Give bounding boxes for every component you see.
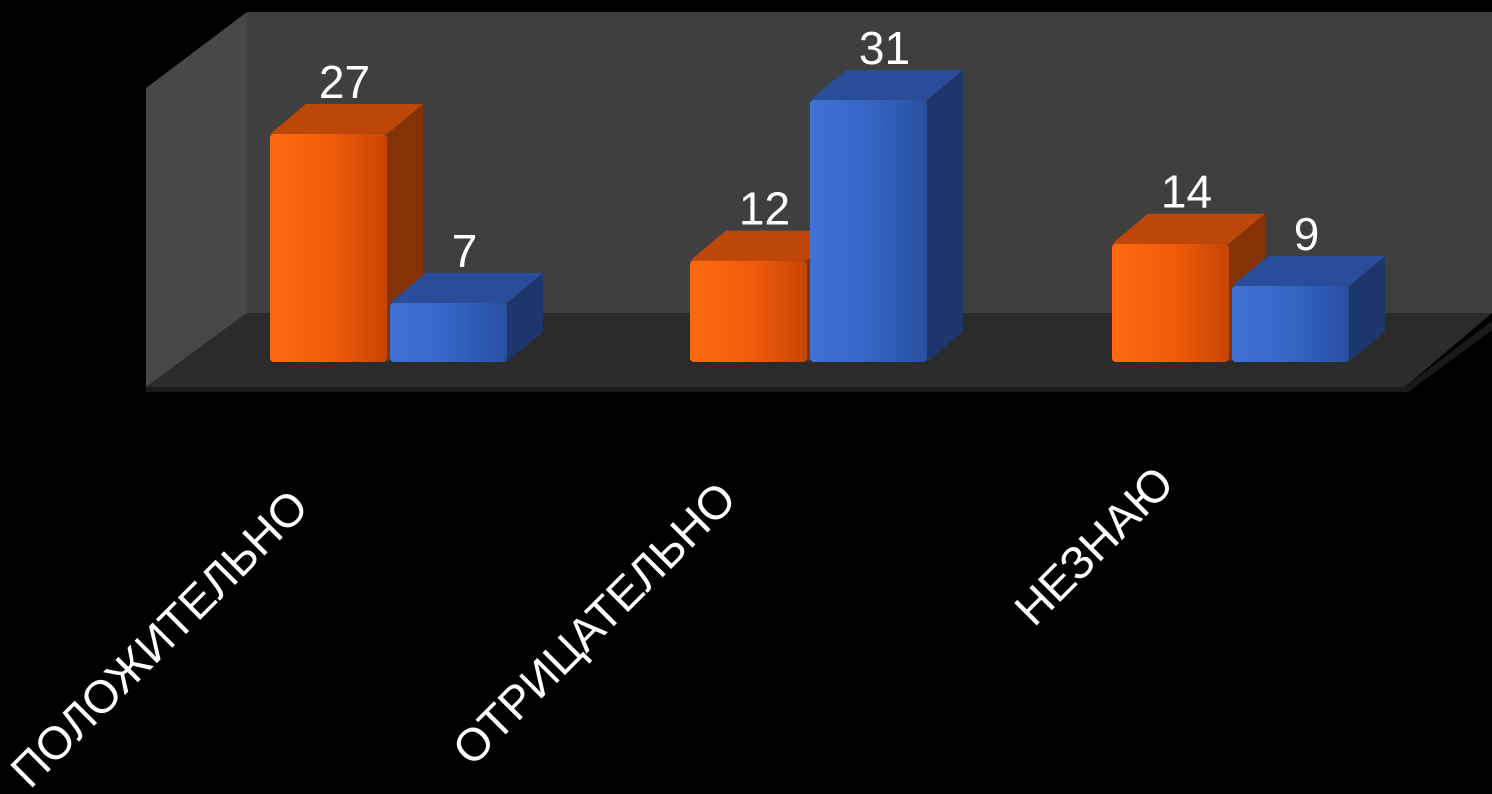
bar-side-face bbox=[927, 70, 963, 363]
data-label: 7 bbox=[452, 225, 478, 277]
bar-3-series-2 bbox=[1232, 255, 1385, 362]
data-label: 31 bbox=[859, 22, 910, 74]
category-label-2: ОТРИЦАТЕЛЬНО bbox=[442, 472, 745, 775]
bar-2-series-2 bbox=[810, 70, 963, 363]
chart-category-labels: ПОЛОЖИТЕЛЬНО ОТРИЦАТЕЛЬНО НЕЗНАЮ bbox=[0, 456, 1183, 794]
bar-front-face bbox=[270, 133, 387, 362]
bar-side-face bbox=[507, 272, 543, 362]
bar-top-face bbox=[810, 70, 963, 101]
bar-top-face bbox=[690, 230, 843, 261]
bar-top-face bbox=[1112, 213, 1265, 244]
category-label-1: ПОЛОЖИТЕЛЬНО bbox=[0, 480, 317, 794]
bar-top-face bbox=[270, 103, 423, 134]
bar-1-series-2 bbox=[390, 272, 543, 362]
data-label: 9 bbox=[1294, 208, 1320, 260]
bar-front-face bbox=[1232, 285, 1349, 362]
bar-front-face bbox=[390, 302, 507, 362]
bar-front-face bbox=[810, 100, 927, 363]
bar-side-face bbox=[1349, 255, 1385, 362]
data-label: 12 bbox=[739, 183, 790, 235]
category-label-3: НЕЗНАЮ bbox=[1004, 456, 1183, 635]
bar-front-face bbox=[690, 260, 807, 362]
data-label: 14 bbox=[1161, 166, 1212, 218]
bar-front-face bbox=[1112, 243, 1229, 362]
bar-top-face bbox=[1232, 255, 1385, 286]
bar-top-face bbox=[390, 272, 543, 303]
chart-bars: 27 7 12 31 14 9 bbox=[270, 22, 1385, 363]
chart-side-wall bbox=[146, 12, 247, 387]
data-label: 27 bbox=[319, 56, 370, 108]
